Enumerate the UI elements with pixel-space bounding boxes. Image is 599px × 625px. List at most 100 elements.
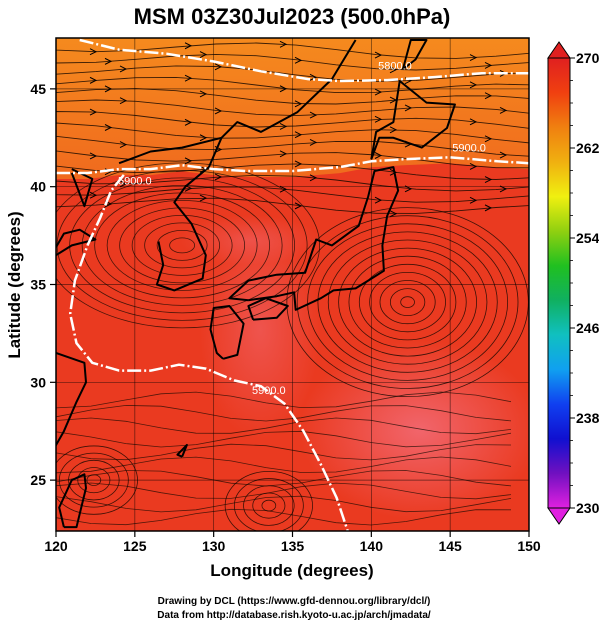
y-tick-label: 45 <box>30 81 46 97</box>
vortex-ring <box>348 255 467 349</box>
flow-ring <box>169 237 196 254</box>
flow-ring <box>119 207 246 284</box>
streamline-arrow <box>389 210 398 218</box>
vortex-ring <box>338 247 477 357</box>
streamline-arrow <box>89 48 98 56</box>
y-tick-label: 35 <box>30 277 46 293</box>
streamline-arrow <box>309 111 318 119</box>
field-high-cell <box>300 340 529 520</box>
streamline <box>56 404 512 422</box>
x-tick-label: 125 <box>123 538 147 554</box>
streamline-arrow <box>279 150 288 158</box>
streamline-arrow <box>279 40 288 48</box>
flow-ring <box>81 184 283 306</box>
streamline <box>56 76 529 94</box>
streamline <box>56 186 529 203</box>
streamline-arrow <box>119 97 128 105</box>
streamline-arrow <box>469 81 478 89</box>
vortex-ring <box>307 223 509 381</box>
streamline-arrow <box>499 106 508 114</box>
y-axis-label: Latitude (degrees) <box>5 211 24 358</box>
streamline <box>56 42 529 59</box>
field-high-cell <box>180 215 320 265</box>
coastline <box>370 80 456 160</box>
x-tick-label: 145 <box>438 538 462 554</box>
y-tick-label: 40 <box>30 179 46 195</box>
flow-ring <box>144 222 221 269</box>
x-axis-label: Longitude (degrees) <box>210 561 373 580</box>
streamline-arrow <box>484 204 493 212</box>
contour-label: 5900.0 <box>118 176 152 188</box>
streamline-arrow <box>309 138 318 146</box>
streamline-arrow <box>389 66 398 74</box>
streamline <box>56 482 512 500</box>
streamline-arrow <box>469 54 478 62</box>
streamline-arrow <box>374 196 383 204</box>
streamline-arrow <box>309 174 318 182</box>
coastline <box>247 297 289 321</box>
colorbar-tick-label: 246 <box>576 320 599 336</box>
vortex-ring <box>317 231 498 373</box>
streamline-arrow <box>104 124 113 131</box>
vortex-ring <box>233 478 304 531</box>
colorbar-tick-label: 238 <box>576 410 599 426</box>
flow-ring <box>69 177 296 314</box>
streamlines <box>56 40 529 531</box>
streamline-arrow <box>469 118 478 126</box>
x-tick-label: 150 <box>517 538 541 554</box>
vortex-ring <box>389 288 426 317</box>
coastline <box>155 137 223 292</box>
streamline-arrow <box>279 123 288 130</box>
streamline-arrow <box>469 196 478 204</box>
streamline <box>56 470 512 487</box>
streamline-arrow <box>294 56 303 64</box>
streamline-arrow <box>89 152 98 160</box>
colorbar-tick-label: 230 <box>576 500 599 516</box>
chart-title: MSM 03Z30Jul2023 (500.0hPa) <box>134 4 451 29</box>
colorbar: 230 238 246 254 262 270 <box>547 41 599 525</box>
streamline-arrow <box>214 107 223 115</box>
streamline-arrow <box>374 115 383 123</box>
y-tick-label: 30 <box>30 374 46 390</box>
streamline-arrow <box>294 160 303 168</box>
colorbar-extend-min <box>547 507 571 525</box>
streamline-arrow <box>119 180 128 188</box>
grid <box>56 38 529 531</box>
streamline-arrow <box>119 141 128 149</box>
colorbar-tick-label: 270 <box>576 50 599 66</box>
y-tick-label: 25 <box>30 472 46 488</box>
streamline-arrow <box>484 61 493 69</box>
streamline-arrow <box>499 151 508 159</box>
colorbar-scale <box>547 57 571 509</box>
contour-line <box>68 174 349 531</box>
streamline <box>56 430 512 448</box>
streamline-arrow <box>309 73 318 81</box>
colorbar-extend-max <box>547 41 571 59</box>
streamline <box>56 174 529 192</box>
streamline-arrow <box>484 92 493 100</box>
streamline <box>56 88 529 105</box>
contour-label: 5900.0 <box>452 142 486 154</box>
streamline <box>56 443 512 461</box>
credit-data: Data from http://database.rish.kyoto-u.a… <box>157 610 431 621</box>
streamline-arrow <box>469 162 478 170</box>
x-tick-label: 140 <box>360 538 384 554</box>
coastline <box>56 228 97 257</box>
streamline-arrow <box>294 100 303 108</box>
coastline <box>228 166 400 311</box>
streamline-arrow <box>199 90 208 98</box>
streamline-arrow <box>89 76 98 84</box>
colorbar-tick-label: 262 <box>576 140 599 156</box>
colorbar-tick-label: 254 <box>576 230 599 246</box>
streamline-arrow <box>389 168 398 176</box>
credit-drawing: Drawing by DCL (https://www.gfd-dennou.o… <box>158 596 431 607</box>
streamline-arrow <box>89 108 98 116</box>
streamline <box>56 197 529 214</box>
streamline <box>56 135 529 157</box>
streamline <box>56 391 512 409</box>
contours: 5800.0 5900.0 5900.0 5900.0 <box>56 38 529 531</box>
streamline <box>56 495 512 513</box>
plot-area: 5800.0 5900.0 5900.0 5900.0 <box>56 38 529 531</box>
flow-ring <box>156 229 208 261</box>
